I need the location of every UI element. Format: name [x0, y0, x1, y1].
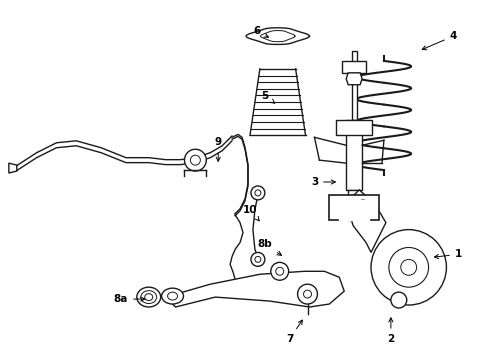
- Text: 2: 2: [387, 318, 394, 344]
- Polygon shape: [166, 271, 344, 307]
- Circle shape: [303, 290, 312, 298]
- Text: 5: 5: [261, 91, 275, 103]
- Polygon shape: [346, 73, 362, 85]
- Ellipse shape: [162, 288, 183, 304]
- Text: 1: 1: [435, 249, 462, 260]
- Circle shape: [401, 260, 416, 275]
- Circle shape: [271, 262, 289, 280]
- Polygon shape: [9, 163, 17, 173]
- Circle shape: [251, 186, 265, 200]
- Ellipse shape: [168, 292, 177, 300]
- Circle shape: [255, 190, 261, 196]
- Text: 8b: 8b: [257, 239, 281, 255]
- Circle shape: [184, 149, 206, 171]
- Circle shape: [251, 252, 265, 266]
- Text: 10: 10: [243, 205, 259, 221]
- Polygon shape: [348, 190, 360, 220]
- Polygon shape: [349, 190, 386, 252]
- Circle shape: [389, 247, 429, 287]
- Circle shape: [357, 200, 369, 212]
- Text: 4: 4: [422, 31, 457, 50]
- Polygon shape: [329, 195, 379, 220]
- Polygon shape: [342, 61, 366, 73]
- Circle shape: [391, 292, 407, 308]
- Ellipse shape: [137, 287, 161, 307]
- Ellipse shape: [141, 291, 157, 303]
- Text: 8a: 8a: [114, 294, 145, 304]
- Circle shape: [255, 256, 261, 262]
- Text: 3: 3: [311, 177, 335, 187]
- Polygon shape: [339, 200, 369, 220]
- Text: 9: 9: [215, 137, 222, 161]
- Circle shape: [371, 230, 446, 305]
- Circle shape: [297, 284, 318, 304]
- Circle shape: [276, 267, 284, 275]
- Text: 7: 7: [286, 320, 302, 344]
- Polygon shape: [346, 121, 362, 190]
- Circle shape: [191, 155, 200, 165]
- Polygon shape: [246, 28, 310, 44]
- Polygon shape: [352, 51, 357, 121]
- Text: 6: 6: [253, 26, 269, 37]
- Ellipse shape: [145, 294, 153, 301]
- Polygon shape: [336, 121, 372, 135]
